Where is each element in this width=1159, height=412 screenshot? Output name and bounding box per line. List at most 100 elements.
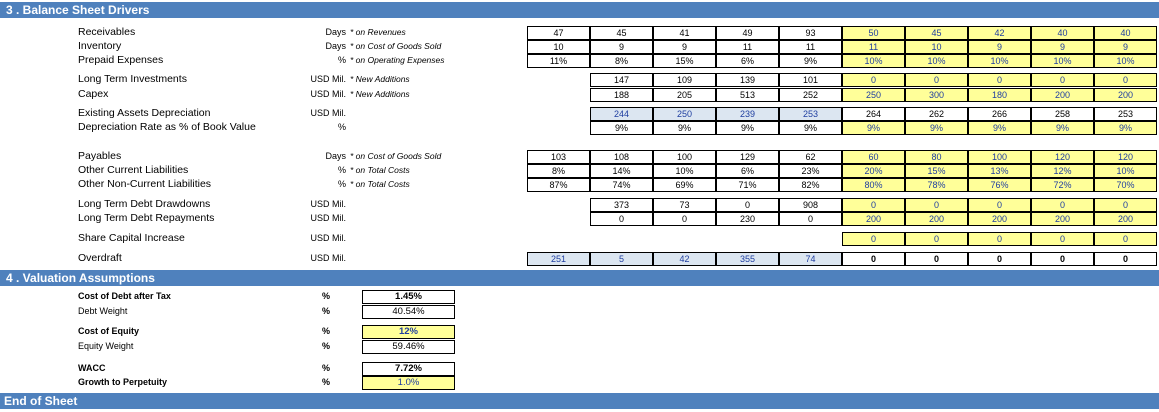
forecast-input-cell[interactable]: 200 bbox=[1094, 88, 1157, 102]
historical-cell[interactable]: 253 bbox=[779, 107, 842, 121]
forecast-input-cell[interactable]: 10% bbox=[1031, 54, 1094, 68]
forecast-input-cell[interactable]: 9% bbox=[1031, 121, 1094, 135]
forecast-input-cell[interactable]: 0 bbox=[968, 232, 1031, 246]
forecast-input-cell[interactable]: 45 bbox=[905, 26, 968, 40]
forecast-input-cell[interactable]: 258 bbox=[1031, 107, 1094, 121]
forecast-input-cell[interactable]: 300 bbox=[905, 88, 968, 102]
forecast-input-cell[interactable]: 0 bbox=[1031, 73, 1094, 87]
forecast-input-cell[interactable]: 78% bbox=[905, 178, 968, 192]
historical-cell[interactable]: 47 bbox=[527, 26, 590, 40]
historical-cell[interactable]: 0 bbox=[653, 212, 716, 226]
forecast-input-cell[interactable]: 9 bbox=[968, 40, 1031, 54]
historical-cell[interactable]: 108 bbox=[590, 150, 653, 164]
forecast-input-cell[interactable]: 0 bbox=[905, 73, 968, 87]
valuation-value-cell[interactable]: 1.45% bbox=[362, 290, 455, 304]
forecast-input-cell[interactable]: 40 bbox=[1094, 26, 1157, 40]
forecast-input-cell[interactable]: 200 bbox=[1031, 88, 1094, 102]
forecast-input-cell[interactable]: 60 bbox=[842, 150, 905, 164]
forecast-input-cell[interactable]: 9% bbox=[842, 121, 905, 135]
forecast-input-cell[interactable]: 9 bbox=[1094, 40, 1157, 54]
historical-cell[interactable]: 69% bbox=[653, 178, 716, 192]
historical-cell[interactable]: 73 bbox=[653, 198, 716, 212]
valuation-value-cell[interactable]: 1.0% bbox=[362, 376, 455, 390]
forecast-input-cell[interactable]: 9% bbox=[968, 121, 1031, 135]
historical-cell[interactable]: 6% bbox=[716, 54, 779, 68]
historical-cell[interactable]: 513 bbox=[716, 88, 779, 102]
forecast-input-cell[interactable]: 80% bbox=[842, 178, 905, 192]
historical-cell[interactable]: 0 bbox=[716, 198, 779, 212]
forecast-input-cell[interactable]: 0 bbox=[842, 252, 905, 266]
forecast-input-cell[interactable]: 20% bbox=[842, 164, 905, 178]
forecast-input-cell[interactable]: 0 bbox=[968, 252, 1031, 266]
historical-cell[interactable]: 205 bbox=[653, 88, 716, 102]
historical-cell[interactable]: 9 bbox=[653, 40, 716, 54]
forecast-input-cell[interactable]: 72% bbox=[1031, 178, 1094, 192]
historical-cell[interactable]: 74% bbox=[590, 178, 653, 192]
forecast-input-cell[interactable]: 200 bbox=[905, 212, 968, 226]
forecast-input-cell[interactable]: 9% bbox=[1094, 121, 1157, 135]
forecast-input-cell[interactable]: 10% bbox=[842, 54, 905, 68]
forecast-input-cell[interactable]: 11 bbox=[842, 40, 905, 54]
forecast-input-cell[interactable]: 100 bbox=[968, 150, 1031, 164]
historical-cell[interactable]: 41 bbox=[653, 26, 716, 40]
forecast-input-cell[interactable]: 250 bbox=[842, 88, 905, 102]
historical-cell[interactable]: 0 bbox=[779, 212, 842, 226]
valuation-value-cell[interactable]: 12% bbox=[362, 325, 455, 339]
historical-cell[interactable]: 101 bbox=[779, 73, 842, 87]
forecast-input-cell[interactable]: 80 bbox=[905, 150, 968, 164]
historical-cell[interactable]: 10 bbox=[527, 40, 590, 54]
valuation-value-cell[interactable]: 59.46% bbox=[362, 340, 455, 354]
forecast-input-cell[interactable]: 200 bbox=[968, 212, 1031, 226]
historical-cell[interactable]: 49 bbox=[716, 26, 779, 40]
historical-cell[interactable]: 14% bbox=[590, 164, 653, 178]
forecast-input-cell[interactable]: 10% bbox=[968, 54, 1031, 68]
historical-cell[interactable]: 45 bbox=[590, 26, 653, 40]
historical-cell[interactable]: 6% bbox=[716, 164, 779, 178]
historical-cell[interactable]: 188 bbox=[590, 88, 653, 102]
forecast-input-cell[interactable]: 40 bbox=[1031, 26, 1094, 40]
forecast-input-cell[interactable]: 200 bbox=[842, 212, 905, 226]
historical-cell[interactable]: 908 bbox=[779, 198, 842, 212]
forecast-input-cell[interactable]: 264 bbox=[842, 107, 905, 121]
valuation-value-cell[interactable]: 40.54% bbox=[362, 305, 455, 319]
historical-cell[interactable]: 11 bbox=[779, 40, 842, 54]
historical-cell[interactable]: 11% bbox=[527, 54, 590, 68]
historical-cell[interactable]: 250 bbox=[653, 107, 716, 121]
historical-cell[interactable]: 103 bbox=[527, 150, 590, 164]
historical-cell[interactable]: 129 bbox=[716, 150, 779, 164]
forecast-input-cell[interactable]: 262 bbox=[905, 107, 968, 121]
historical-cell[interactable]: 0 bbox=[590, 212, 653, 226]
forecast-input-cell[interactable]: 42 bbox=[968, 26, 1031, 40]
forecast-input-cell[interactable]: 200 bbox=[1031, 212, 1094, 226]
forecast-input-cell[interactable]: 9% bbox=[905, 121, 968, 135]
historical-cell[interactable]: 11 bbox=[716, 40, 779, 54]
forecast-input-cell[interactable]: 10 bbox=[905, 40, 968, 54]
historical-cell[interactable]: 10% bbox=[653, 164, 716, 178]
forecast-input-cell[interactable]: 0 bbox=[1094, 232, 1157, 246]
historical-cell[interactable]: 100 bbox=[653, 150, 716, 164]
forecast-input-cell[interactable]: 12% bbox=[1031, 164, 1094, 178]
historical-cell[interactable]: 373 bbox=[590, 198, 653, 212]
historical-cell[interactable]: 9% bbox=[779, 54, 842, 68]
forecast-input-cell[interactable]: 0 bbox=[905, 252, 968, 266]
forecast-input-cell[interactable]: 10% bbox=[905, 54, 968, 68]
forecast-input-cell[interactable]: 15% bbox=[905, 164, 968, 178]
forecast-input-cell[interactable]: 9 bbox=[1031, 40, 1094, 54]
forecast-input-cell[interactable]: 180 bbox=[968, 88, 1031, 102]
historical-cell[interactable]: 62 bbox=[779, 150, 842, 164]
historical-cell[interactable]: 71% bbox=[716, 178, 779, 192]
historical-cell[interactable]: 139 bbox=[716, 73, 779, 87]
forecast-input-cell[interactable]: 50 bbox=[842, 26, 905, 40]
historical-cell[interactable]: 147 bbox=[590, 73, 653, 87]
historical-cell[interactable]: 15% bbox=[653, 54, 716, 68]
forecast-input-cell[interactable]: 266 bbox=[968, 107, 1031, 121]
historical-cell[interactable]: 239 bbox=[716, 107, 779, 121]
historical-cell[interactable]: 42 bbox=[653, 252, 716, 266]
forecast-input-cell[interactable]: 120 bbox=[1031, 150, 1094, 164]
forecast-input-cell[interactable]: 0 bbox=[1031, 198, 1094, 212]
historical-cell[interactable]: 87% bbox=[527, 178, 590, 192]
forecast-input-cell[interactable]: 0 bbox=[842, 198, 905, 212]
forecast-input-cell[interactable]: 0 bbox=[1094, 73, 1157, 87]
forecast-input-cell[interactable]: 13% bbox=[968, 164, 1031, 178]
forecast-input-cell[interactable]: 0 bbox=[1094, 252, 1157, 266]
